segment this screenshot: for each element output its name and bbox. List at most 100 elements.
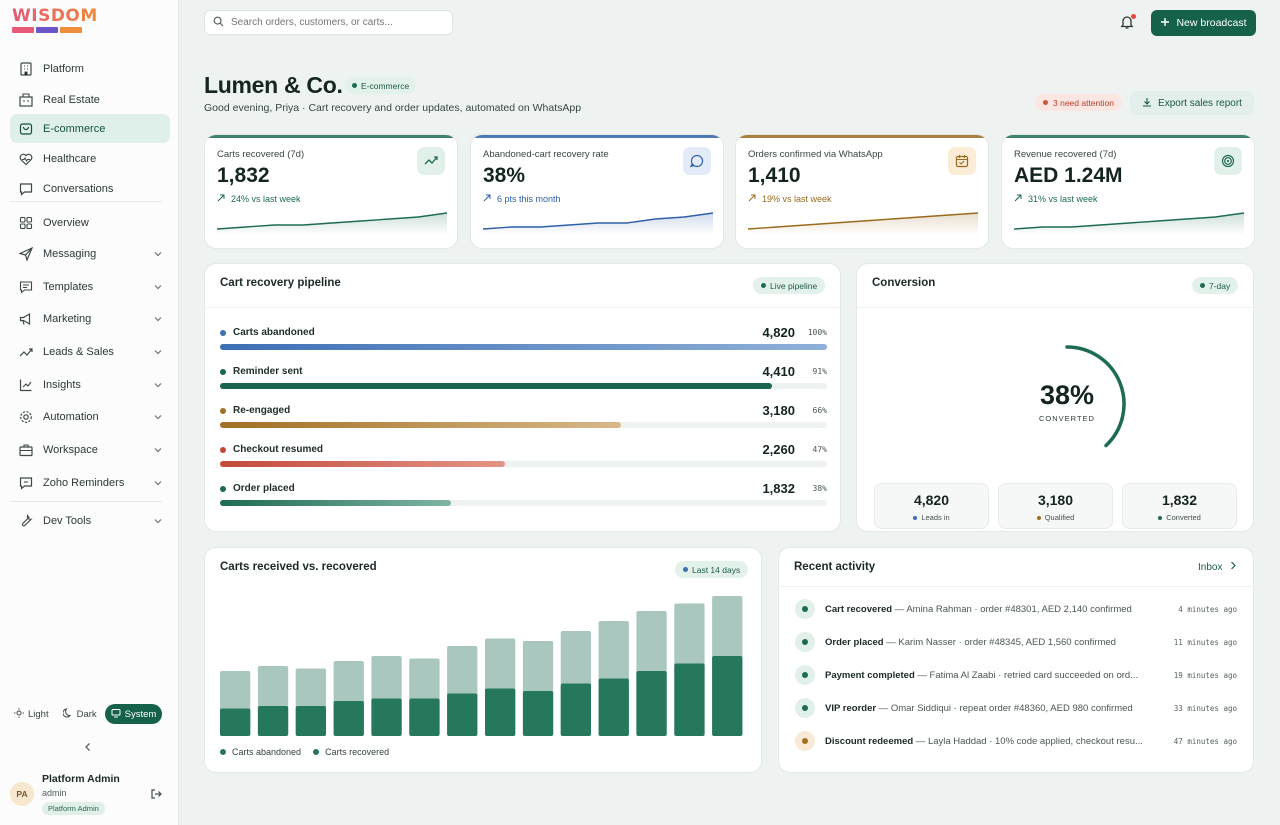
sidebar-item-marketing[interactable]: Marketing bbox=[10, 304, 170, 333]
sidebar: WISDOM Platform Real Estate E-commerce Heal… bbox=[0, 0, 179, 825]
sidebar-item-messaging[interactable]: Messaging bbox=[10, 239, 170, 268]
theme-light-button[interactable]: Light bbox=[8, 704, 55, 724]
legend-label: Carts abandoned bbox=[232, 747, 302, 757]
theme-system-label: System bbox=[124, 708, 157, 720]
pipeline-row[interactable]: Re-engaged 3,180 66% bbox=[220, 403, 827, 439]
last-14-days-badge[interactable]: Last 14 days bbox=[675, 561, 749, 578]
kpi-sparkline bbox=[483, 212, 713, 235]
activity-title: Cart recovered bbox=[825, 603, 893, 615]
trend-up-icon bbox=[417, 147, 445, 175]
chevron-down-icon bbox=[154, 314, 162, 324]
sidebar-item-real-estate[interactable]: Real Estate bbox=[10, 85, 170, 114]
sidebar-item-overview[interactable]: Overview bbox=[10, 208, 170, 237]
bar-carts-recovered[interactable] bbox=[560, 683, 591, 737]
bar-carts-recovered[interactable] bbox=[712, 656, 743, 736]
kpi-delta: 31% vs last week bbox=[1014, 194, 1098, 204]
sidebar-item-insights[interactable]: Insights bbox=[10, 370, 170, 399]
kpi-sparkline bbox=[748, 212, 978, 235]
kpi-card[interactable]: Carts recovered (7d) 1,832 24% vs last wee… bbox=[204, 134, 458, 249]
nav-divider bbox=[10, 501, 162, 502]
sidebar-item-automation[interactable]: Automation bbox=[10, 402, 170, 431]
pipeline-stage: Checkout resumed bbox=[220, 444, 323, 455]
pipeline-bar bbox=[220, 500, 451, 506]
kpi-label: Revenue recovered (7d) bbox=[1014, 149, 1117, 160]
pipeline-stage-label: Carts abandoned bbox=[233, 327, 315, 338]
user-handle: admin bbox=[42, 788, 67, 798]
activity-detail: — Amina Rahman · order #48301, AED 2,140… bbox=[892, 603, 1132, 615]
collapse-sidebar-button[interactable] bbox=[84, 742, 92, 755]
chevron-down-icon bbox=[154, 445, 162, 455]
sidebar-item-healthcare[interactable]: Healthcare bbox=[10, 144, 170, 173]
activity-item[interactable]: VIP reorder — Omar Siddiqui · repeat ord… bbox=[795, 698, 1237, 718]
bar-carts-recovered[interactable] bbox=[485, 688, 516, 737]
template-icon bbox=[18, 279, 34, 295]
kpi-delta: 24% vs last week bbox=[217, 194, 301, 204]
kpi-delta-label: 31% vs last week bbox=[1028, 194, 1098, 204]
sidebar-item-label: Healthcare bbox=[43, 152, 97, 165]
kpi-card[interactable]: Orders confirmed via WhatsApp 1,410 19% vs… bbox=[735, 134, 989, 249]
sidebar-item-leads-sales[interactable]: Leads & Sales bbox=[10, 337, 170, 366]
main-content: New broadcast Lumen & Co. E-commerce Goo… bbox=[180, 0, 1280, 825]
chevron-left-icon bbox=[84, 743, 92, 755]
export-sales-report-button[interactable]: Export sales report bbox=[1130, 91, 1254, 115]
chevron-down-icon bbox=[154, 380, 162, 390]
activity-item[interactable]: Discount redeemed — Layla Haddad · 10% c… bbox=[795, 731, 1237, 751]
inbox-link[interactable]: Inbox bbox=[1198, 561, 1237, 573]
stat-dot bbox=[1158, 515, 1163, 520]
chat-bubble-icon bbox=[683, 147, 711, 175]
sidebar-item-dev-tools[interactable]: Dev Tools bbox=[10, 506, 170, 535]
arrow-up-right-icon bbox=[1014, 194, 1022, 204]
logout-button[interactable] bbox=[150, 788, 162, 803]
pipeline-row[interactable]: Checkout resumed 2,260 47% bbox=[220, 442, 827, 478]
kpi-card[interactable]: Revenue recovered (7d) AED 1.24M 31% vs la… bbox=[1001, 134, 1255, 249]
activity-time: 33 minutes ago bbox=[1173, 703, 1237, 713]
bar-carts-recovered[interactable] bbox=[371, 698, 402, 737]
chevron-right-icon bbox=[1230, 561, 1237, 573]
search-icon bbox=[213, 14, 224, 32]
sidebar-item-workspace[interactable]: Workspace bbox=[10, 435, 170, 464]
theme-system-button[interactable]: System bbox=[104, 704, 163, 724]
search-input[interactable] bbox=[231, 17, 431, 28]
activity-item[interactable]: Payment completed — Fatima Al Zaabi · re… bbox=[795, 665, 1237, 685]
bar-carts-recovered[interactable] bbox=[674, 663, 705, 737]
avatar[interactable]: PA bbox=[10, 782, 34, 806]
pipeline-bar bbox=[220, 461, 506, 467]
sidebar-item-templates[interactable]: Templates bbox=[10, 272, 170, 301]
conversion-stat-caption: Leads in bbox=[875, 513, 988, 522]
sidebar-item-conversations[interactable]: Conversations bbox=[10, 174, 170, 203]
activity-text: Discount redeemed — Layla Haddad · 10% c… bbox=[825, 736, 1163, 747]
bar-carts-recovered[interactable] bbox=[295, 706, 326, 736]
pipeline-stage-value: 4,820 bbox=[762, 325, 795, 340]
bar-carts-recovered[interactable] bbox=[522, 691, 554, 736]
pipeline-row[interactable]: Order placed 1,832 38% bbox=[220, 481, 827, 517]
logout-icon bbox=[150, 789, 162, 803]
theme-dark-button[interactable]: Dark bbox=[57, 704, 103, 724]
brand-logo[interactable]: WISDOM bbox=[12, 6, 98, 33]
sidebar-item-e-commerce[interactable]: E-commerce bbox=[10, 114, 170, 143]
bar-carts-recovered[interactable] bbox=[333, 701, 364, 736]
kpi-label: Abandoned-cart recovery rate bbox=[483, 149, 609, 160]
bar-carts-recovered[interactable] bbox=[257, 706, 289, 736]
sidebar-item-platform[interactable]: Platform bbox=[10, 54, 170, 83]
pipeline-row[interactable]: Carts abandoned 4,820 100% bbox=[220, 325, 827, 361]
pipeline-stage-percent: 66% bbox=[812, 406, 827, 415]
bar-carts-recovered[interactable] bbox=[447, 693, 478, 737]
sun-icon bbox=[14, 707, 24, 721]
kpi-card[interactable]: Abandoned-cart recovery rate 38% 6 pts thi… bbox=[470, 134, 724, 249]
sidebar-item-zoho-reminders[interactable]: Zoho Reminders bbox=[10, 468, 170, 497]
bar-carts-recovered[interactable] bbox=[220, 708, 251, 737]
bar-carts-recovered[interactable] bbox=[409, 698, 440, 737]
activity-item[interactable]: Cart recovered — Amina Rahman · order #4… bbox=[795, 599, 1237, 619]
divider bbox=[857, 307, 1253, 308]
notifications-button[interactable] bbox=[1119, 14, 1137, 32]
activity-title: Payment completed bbox=[825, 669, 915, 681]
attention-badge[interactable]: 3 need attention bbox=[1035, 94, 1122, 111]
pipeline-row[interactable]: Reminder sent 4,410 91% bbox=[220, 364, 827, 400]
kpi-label: Carts recovered (7d) bbox=[217, 149, 305, 160]
chart-title: Carts received vs. recovered bbox=[220, 561, 377, 573]
search-bar[interactable] bbox=[204, 10, 453, 35]
bar-carts-recovered[interactable] bbox=[598, 678, 629, 737]
new-broadcast-button[interactable]: New broadcast bbox=[1151, 10, 1256, 36]
bar-carts-recovered[interactable] bbox=[636, 671, 667, 736]
activity-item[interactable]: Order placed — Karim Nasser · order #483… bbox=[795, 632, 1237, 652]
